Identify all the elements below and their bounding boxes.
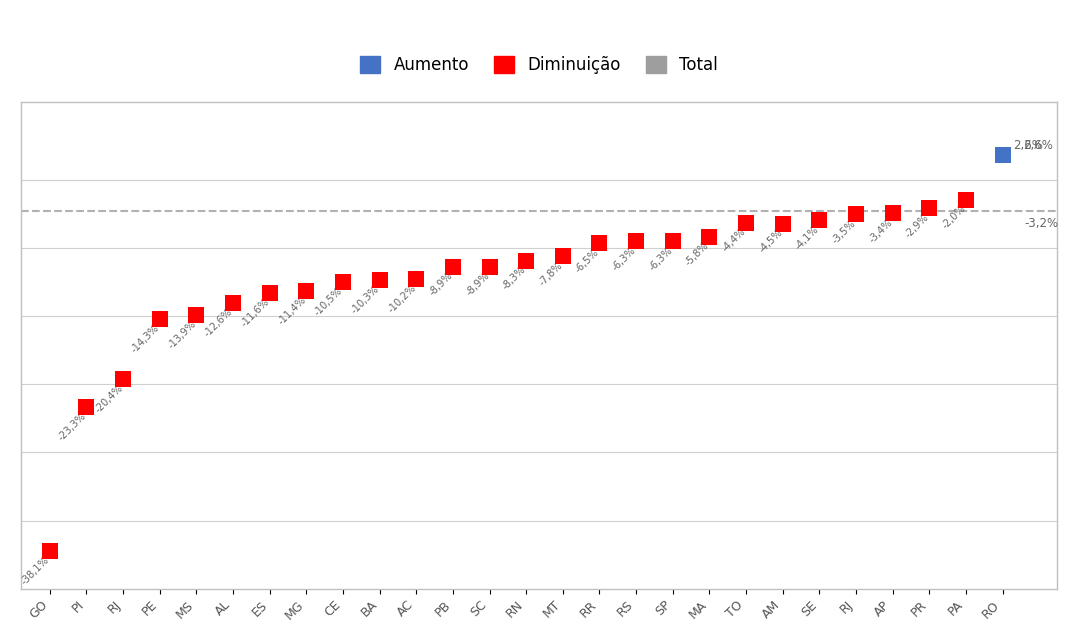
Point xyxy=(591,238,608,248)
Text: -23,3%: -23,3% xyxy=(56,411,89,443)
Text: -10,2%: -10,2% xyxy=(386,283,418,315)
Text: -7,8%: -7,8% xyxy=(537,260,565,287)
Point xyxy=(774,218,792,229)
Text: -2,0%: -2,0% xyxy=(940,203,968,231)
Point xyxy=(883,208,901,218)
Text: -6,3%: -6,3% xyxy=(610,245,637,273)
Point xyxy=(738,218,755,228)
Point xyxy=(151,314,168,324)
Text: -8,9%: -8,9% xyxy=(463,271,491,298)
Point xyxy=(994,150,1011,160)
Point xyxy=(78,401,95,412)
Point xyxy=(225,297,242,308)
Point xyxy=(627,236,645,247)
Point xyxy=(957,194,974,204)
Text: -38,1%: -38,1% xyxy=(19,555,52,587)
Text: -11,4%: -11,4% xyxy=(276,295,308,327)
Legend: Aumento, Diminuição, Total: Aumento, Diminuição, Total xyxy=(352,47,726,82)
Point xyxy=(41,545,58,555)
Text: -6,5%: -6,5% xyxy=(573,247,602,275)
Text: -10,3%: -10,3% xyxy=(349,284,381,316)
Text: 2,6%: 2,6% xyxy=(1023,139,1053,152)
Text: -6,3%: -6,3% xyxy=(647,245,674,273)
Text: -4,1%: -4,1% xyxy=(794,224,821,251)
Text: -3,5%: -3,5% xyxy=(831,218,858,245)
Text: -5,8%: -5,8% xyxy=(684,240,711,268)
Point xyxy=(701,231,718,241)
Point xyxy=(407,274,424,284)
Text: -2,9%: -2,9% xyxy=(903,212,931,240)
Point xyxy=(188,310,205,320)
Point xyxy=(848,209,865,219)
Text: -8,9%: -8,9% xyxy=(427,271,455,298)
Text: -3,2%: -3,2% xyxy=(1025,217,1058,230)
Text: -3,4%: -3,4% xyxy=(867,217,894,245)
Text: -20,4%: -20,4% xyxy=(93,382,124,414)
Point xyxy=(114,373,132,383)
Point xyxy=(920,203,937,213)
Point xyxy=(370,275,388,285)
Point xyxy=(811,215,828,225)
Point xyxy=(298,286,315,296)
Point xyxy=(481,262,498,272)
Text: -10,5%: -10,5% xyxy=(312,286,345,318)
Point xyxy=(335,277,352,287)
Text: -8,3%: -8,3% xyxy=(500,265,528,292)
Point xyxy=(664,236,681,247)
Text: -4,4%: -4,4% xyxy=(720,227,747,254)
Text: 2,6%: 2,6% xyxy=(1013,139,1043,152)
Text: -4,5%: -4,5% xyxy=(757,228,784,255)
Text: -14,3%: -14,3% xyxy=(130,323,161,355)
Text: -12,6%: -12,6% xyxy=(203,306,234,338)
Point xyxy=(554,251,571,261)
Text: -13,9%: -13,9% xyxy=(166,319,198,351)
Point xyxy=(444,262,461,272)
Point xyxy=(261,288,279,298)
Text: -11,6%: -11,6% xyxy=(240,297,271,329)
Point xyxy=(517,255,535,266)
